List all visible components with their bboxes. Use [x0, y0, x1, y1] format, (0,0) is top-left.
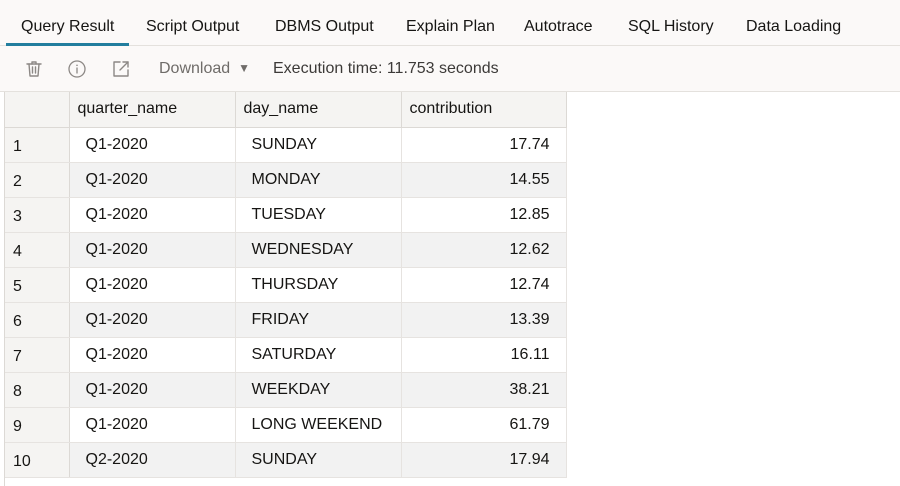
row-number: 8 — [5, 372, 70, 408]
execution-time-text: Execution time: 11.753 seconds — [273, 60, 499, 77]
table-row[interactable]: 9 Q1-2020 LONG WEEKEND 61.79 — [5, 407, 567, 443]
cell-quarter-name[interactable]: Q1-2020 — [69, 197, 236, 233]
row-number: 6 — [5, 302, 70, 338]
column-header-day-name[interactable]: day_name — [235, 92, 402, 128]
tab-script-output[interactable]: Script Output — [146, 18, 240, 35]
row-number: 1 — [5, 127, 70, 163]
info-icon[interactable] — [67, 59, 87, 79]
cell-quarter-name[interactable]: Q1-2020 — [69, 267, 236, 303]
tab-query-result[interactable]: Query Result — [6, 0, 129, 46]
cell-quarter-name[interactable]: Q1-2020 — [69, 232, 236, 268]
download-menu-button[interactable]: Download ▼ — [159, 60, 250, 78]
cell-contribution[interactable]: 17.74 — [401, 127, 567, 163]
cell-contribution[interactable]: 17.94 — [401, 442, 567, 478]
cell-day-name[interactable]: SUNDAY — [235, 442, 402, 478]
table-row[interactable]: 2 Q1-2020 MONDAY 14.55 — [5, 162, 567, 198]
cell-contribution[interactable]: 38.21 — [401, 372, 567, 408]
header-row: quarter_name day_name contribution — [5, 92, 567, 128]
cell-quarter-name[interactable]: Q1-2020 — [69, 127, 236, 163]
cell-day-name[interactable]: SUNDAY — [235, 127, 402, 163]
tab-data-loading[interactable]: Data Loading — [746, 18, 842, 35]
results-table: quarter_name day_name contribution 1 Q1-… — [5, 92, 567, 478]
cell-quarter-name[interactable]: Q1-2020 — [69, 162, 236, 198]
result-tab-bar: Query Result Script Output DBMS Output E… — [0, 0, 900, 46]
cell-day-name[interactable]: FRIDAY — [235, 302, 402, 338]
table-row[interactable]: 8 Q1-2020 WEEKDAY 38.21 — [5, 372, 567, 408]
cell-day-name[interactable]: WEEKDAY — [235, 372, 402, 408]
cell-quarter-name[interactable]: Q1-2020 — [69, 407, 236, 443]
row-number: 10 — [5, 442, 70, 478]
table-row[interactable]: 6 Q1-2020 FRIDAY 13.39 — [5, 302, 567, 338]
cell-quarter-name[interactable]: Q1-2020 — [69, 337, 236, 373]
row-number: 2 — [5, 162, 70, 198]
row-number: 5 — [5, 267, 70, 303]
open-external-icon[interactable] — [111, 59, 131, 79]
cell-day-name[interactable]: SATURDAY — [235, 337, 402, 373]
cell-contribution[interactable]: 14.55 — [401, 162, 567, 198]
cell-day-name[interactable]: TUESDAY — [235, 197, 402, 233]
result-toolbar: Download ▼ Execution time: 11.753 seconds — [0, 46, 900, 92]
cell-contribution[interactable]: 13.39 — [401, 302, 567, 338]
download-label: Download — [159, 60, 231, 77]
cell-contribution[interactable]: 12.62 — [401, 232, 567, 268]
row-number: 4 — [5, 232, 70, 268]
column-header-quarter-name[interactable]: quarter_name — [69, 92, 236, 128]
table-row[interactable]: 7 Q1-2020 SATURDAY 16.11 — [5, 337, 567, 373]
row-number-header — [5, 92, 70, 128]
cell-day-name[interactable]: LONG WEEKEND — [235, 407, 402, 443]
row-number: 7 — [5, 337, 70, 373]
cell-contribution[interactable]: 16.11 — [401, 337, 567, 373]
cell-quarter-name[interactable]: Q1-2020 — [69, 302, 236, 338]
table-row[interactable]: 3 Q1-2020 TUESDAY 12.85 — [5, 197, 567, 233]
trash-icon[interactable] — [24, 59, 44, 79]
results-grid: quarter_name day_name contribution 1 Q1-… — [0, 92, 900, 486]
table-row[interactable]: 10 Q2-2020 SUNDAY 17.94 — [5, 442, 567, 478]
table-row[interactable]: 1 Q1-2020 SUNDAY 17.74 — [5, 127, 567, 163]
chevron-down-icon: ▼ — [238, 61, 251, 75]
tab-explain-plan[interactable]: Explain Plan — [406, 18, 495, 35]
cell-contribution[interactable]: 12.74 — [401, 267, 567, 303]
table-row[interactable]: 5 Q1-2020 THURSDAY 12.74 — [5, 267, 567, 303]
table-row[interactable]: 4 Q1-2020 WEDNESDAY 12.62 — [5, 232, 567, 268]
cell-quarter-name[interactable]: Q1-2020 — [69, 372, 236, 408]
tab-dbms-output[interactable]: DBMS Output — [275, 18, 374, 35]
grid-left-border — [4, 92, 5, 486]
cell-day-name[interactable]: THURSDAY — [235, 267, 402, 303]
cell-day-name[interactable]: MONDAY — [235, 162, 402, 198]
cell-contribution[interactable]: 61.79 — [401, 407, 567, 443]
row-number: 3 — [5, 197, 70, 233]
cell-quarter-name[interactable]: Q2-2020 — [69, 442, 236, 478]
tab-sql-history[interactable]: SQL History — [628, 18, 714, 35]
row-number: 9 — [5, 407, 70, 443]
cell-contribution[interactable]: 12.85 — [401, 197, 567, 233]
cell-day-name[interactable]: WEDNESDAY — [235, 232, 402, 268]
tab-autotrace[interactable]: Autotrace — [524, 18, 593, 35]
column-header-contribution[interactable]: contribution — [401, 92, 567, 128]
